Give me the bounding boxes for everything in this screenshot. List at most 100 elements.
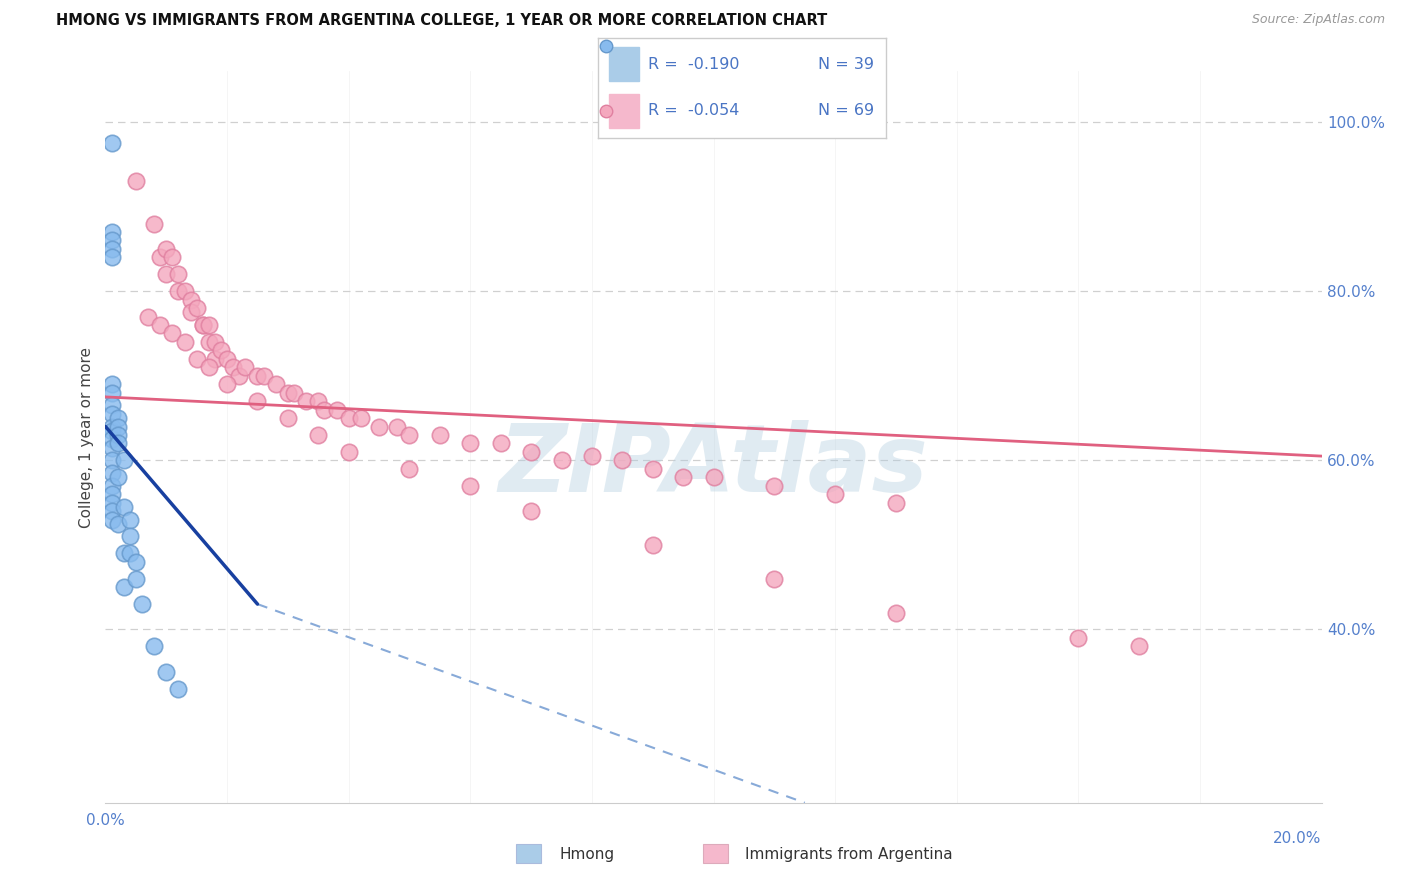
- Text: N = 39: N = 39: [818, 57, 875, 72]
- Hmong: [143, 640, 166, 654]
- Immigrants from Argentina: [520, 504, 543, 518]
- Immigrants from Argentina: [228, 368, 250, 383]
- Hmong: [100, 242, 122, 256]
- Hmong: [100, 424, 122, 438]
- Immigrants from Argentina: [209, 343, 232, 358]
- Immigrants from Argentina: [429, 428, 451, 442]
- Immigrants from Argentina: [307, 428, 329, 442]
- Immigrants from Argentina: [295, 394, 318, 409]
- Hmong: [100, 251, 122, 265]
- Immigrants from Argentina: [222, 360, 245, 375]
- Immigrants from Argentina: [337, 445, 360, 459]
- Text: R =  -0.054: R = -0.054: [648, 103, 740, 119]
- Text: R =  -0.190: R = -0.190: [648, 57, 740, 72]
- Hmong: [118, 546, 141, 560]
- Hmong: [100, 234, 122, 248]
- Immigrants from Argentina: [149, 318, 172, 332]
- Hmong: [100, 419, 122, 434]
- Hmong: [100, 398, 122, 412]
- Immigrants from Argentina: [191, 318, 214, 332]
- Immigrants from Argentina: [204, 351, 226, 366]
- Immigrants from Argentina: [198, 318, 221, 332]
- Immigrants from Argentina: [246, 368, 269, 383]
- Hmong: [118, 512, 141, 526]
- Text: HMONG VS IMMIGRANTS FROM ARGENTINA COLLEGE, 1 YEAR OR MORE CORRELATION CHART: HMONG VS IMMIGRANTS FROM ARGENTINA COLLE…: [56, 13, 828, 29]
- Text: Immigrants from Argentina: Immigrants from Argentina: [745, 847, 953, 862]
- Immigrants from Argentina: [180, 305, 202, 319]
- Hmong: [100, 453, 122, 467]
- Hmong: [100, 487, 122, 501]
- Immigrants from Argentina: [277, 385, 299, 400]
- Hmong: [107, 419, 129, 434]
- Immigrants from Argentina: [489, 436, 512, 450]
- Immigrants from Argentina: [186, 301, 208, 315]
- Immigrants from Argentina: [398, 462, 420, 476]
- Hmong: [100, 504, 122, 518]
- Text: Source: ZipAtlas.com: Source: ZipAtlas.com: [1251, 13, 1385, 27]
- Immigrants from Argentina: [173, 284, 195, 298]
- Text: N = 69: N = 69: [818, 103, 875, 119]
- Immigrants from Argentina: [1067, 631, 1090, 645]
- Hmong: [100, 441, 122, 455]
- Hmong: [107, 411, 129, 425]
- Immigrants from Argentina: [612, 453, 634, 467]
- Immigrants from Argentina: [307, 394, 329, 409]
- Immigrants from Argentina: [458, 479, 481, 493]
- Immigrants from Argentina: [387, 419, 409, 434]
- Hmong: [112, 453, 135, 467]
- Immigrants from Argentina: [763, 572, 786, 586]
- Hmong: [107, 516, 129, 531]
- Hmong: [125, 572, 148, 586]
- Immigrants from Argentina: [702, 470, 725, 484]
- Immigrants from Argentina: [824, 487, 846, 501]
- Immigrants from Argentina: [155, 242, 177, 256]
- Immigrants from Argentina: [143, 217, 166, 231]
- Immigrants from Argentina: [337, 411, 360, 425]
- Hmong: [112, 580, 135, 594]
- Bar: [516, 844, 541, 863]
- Immigrants from Argentina: [246, 394, 269, 409]
- Immigrants from Argentina: [398, 428, 420, 442]
- Immigrants from Argentina: [136, 310, 159, 324]
- Immigrants from Argentina: [162, 326, 184, 341]
- Immigrants from Argentina: [264, 377, 287, 392]
- Immigrants from Argentina: [167, 268, 190, 282]
- Immigrants from Argentina: [520, 445, 543, 459]
- Bar: [703, 844, 728, 863]
- Immigrants from Argentina: [641, 538, 664, 552]
- Immigrants from Argentina: [641, 462, 664, 476]
- Immigrants from Argentina: [149, 251, 172, 265]
- Immigrants from Argentina: [252, 368, 274, 383]
- Hmong: [118, 529, 141, 543]
- Hmong: [100, 385, 122, 400]
- Hmong: [107, 470, 129, 484]
- Y-axis label: College, 1 year or more: College, 1 year or more: [79, 347, 94, 527]
- Immigrants from Argentina: [550, 453, 572, 467]
- Immigrants from Argentina: [191, 318, 214, 332]
- Hmong: [100, 136, 122, 151]
- Hmong: [100, 432, 122, 446]
- Hmong: [112, 546, 135, 560]
- Immigrants from Argentina: [180, 293, 202, 307]
- Immigrants from Argentina: [884, 495, 907, 509]
- Hmong: [167, 681, 190, 696]
- Hmong: [100, 407, 122, 421]
- Hmong: [107, 436, 129, 450]
- Immigrants from Argentina: [167, 284, 190, 298]
- Hmong: [155, 665, 177, 679]
- Immigrants from Argentina: [314, 402, 336, 417]
- Hmong: [125, 555, 148, 569]
- Hmong: [100, 377, 122, 392]
- Immigrants from Argentina: [672, 470, 695, 484]
- Hmong: [107, 428, 129, 442]
- Immigrants from Argentina: [198, 360, 221, 375]
- Immigrants from Argentina: [763, 479, 786, 493]
- Immigrants from Argentina: [217, 377, 239, 392]
- Immigrants from Argentina: [283, 385, 305, 400]
- Text: Hmong: Hmong: [560, 847, 614, 862]
- Immigrants from Argentina: [217, 351, 239, 366]
- Immigrants from Argentina: [198, 334, 221, 349]
- Immigrants from Argentina: [162, 251, 184, 265]
- Immigrants from Argentina: [173, 334, 195, 349]
- Hmong: [100, 225, 122, 239]
